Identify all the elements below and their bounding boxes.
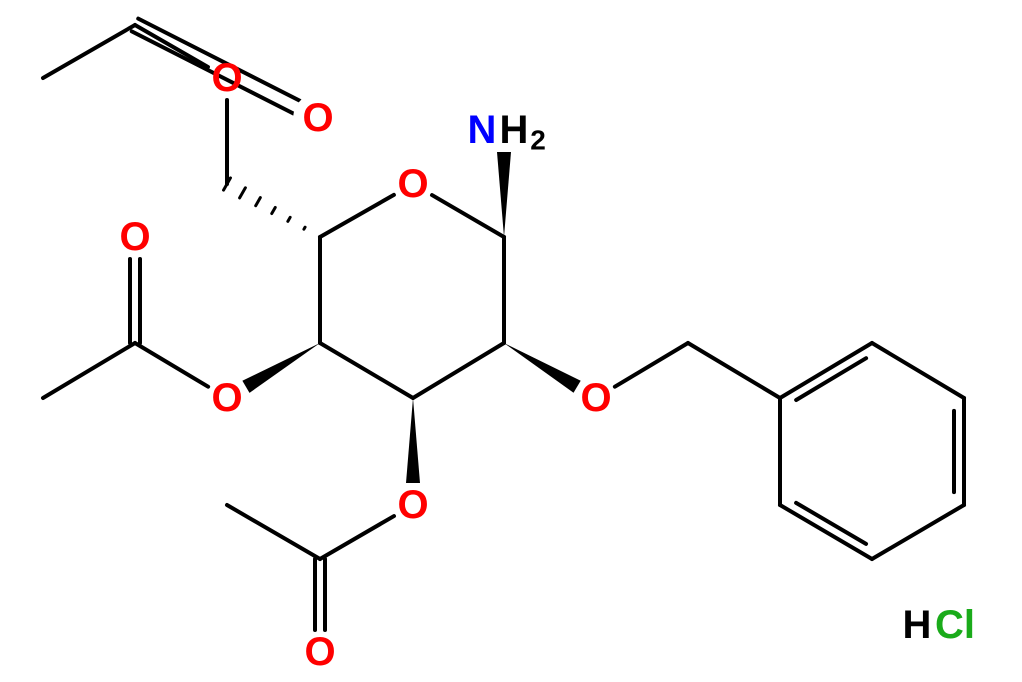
o-label: O (580, 376, 611, 420)
o-label: O (397, 162, 428, 206)
svg-text:N: N (468, 108, 497, 152)
o-label: O (119, 215, 150, 259)
cl-label: Cl (935, 603, 975, 647)
svg-text:H: H (500, 108, 529, 152)
o-label: O (397, 483, 428, 527)
svg-text:2: 2 (530, 125, 546, 156)
o-label: O (302, 96, 333, 140)
o-label: O (211, 56, 242, 100)
amine-label: NH2 (468, 108, 546, 156)
h-label: H (903, 603, 932, 647)
molecule-diagram: OONH2OOOOOOHCl (0, 0, 1022, 682)
o-label: O (211, 376, 242, 420)
o-label: O (304, 630, 335, 674)
